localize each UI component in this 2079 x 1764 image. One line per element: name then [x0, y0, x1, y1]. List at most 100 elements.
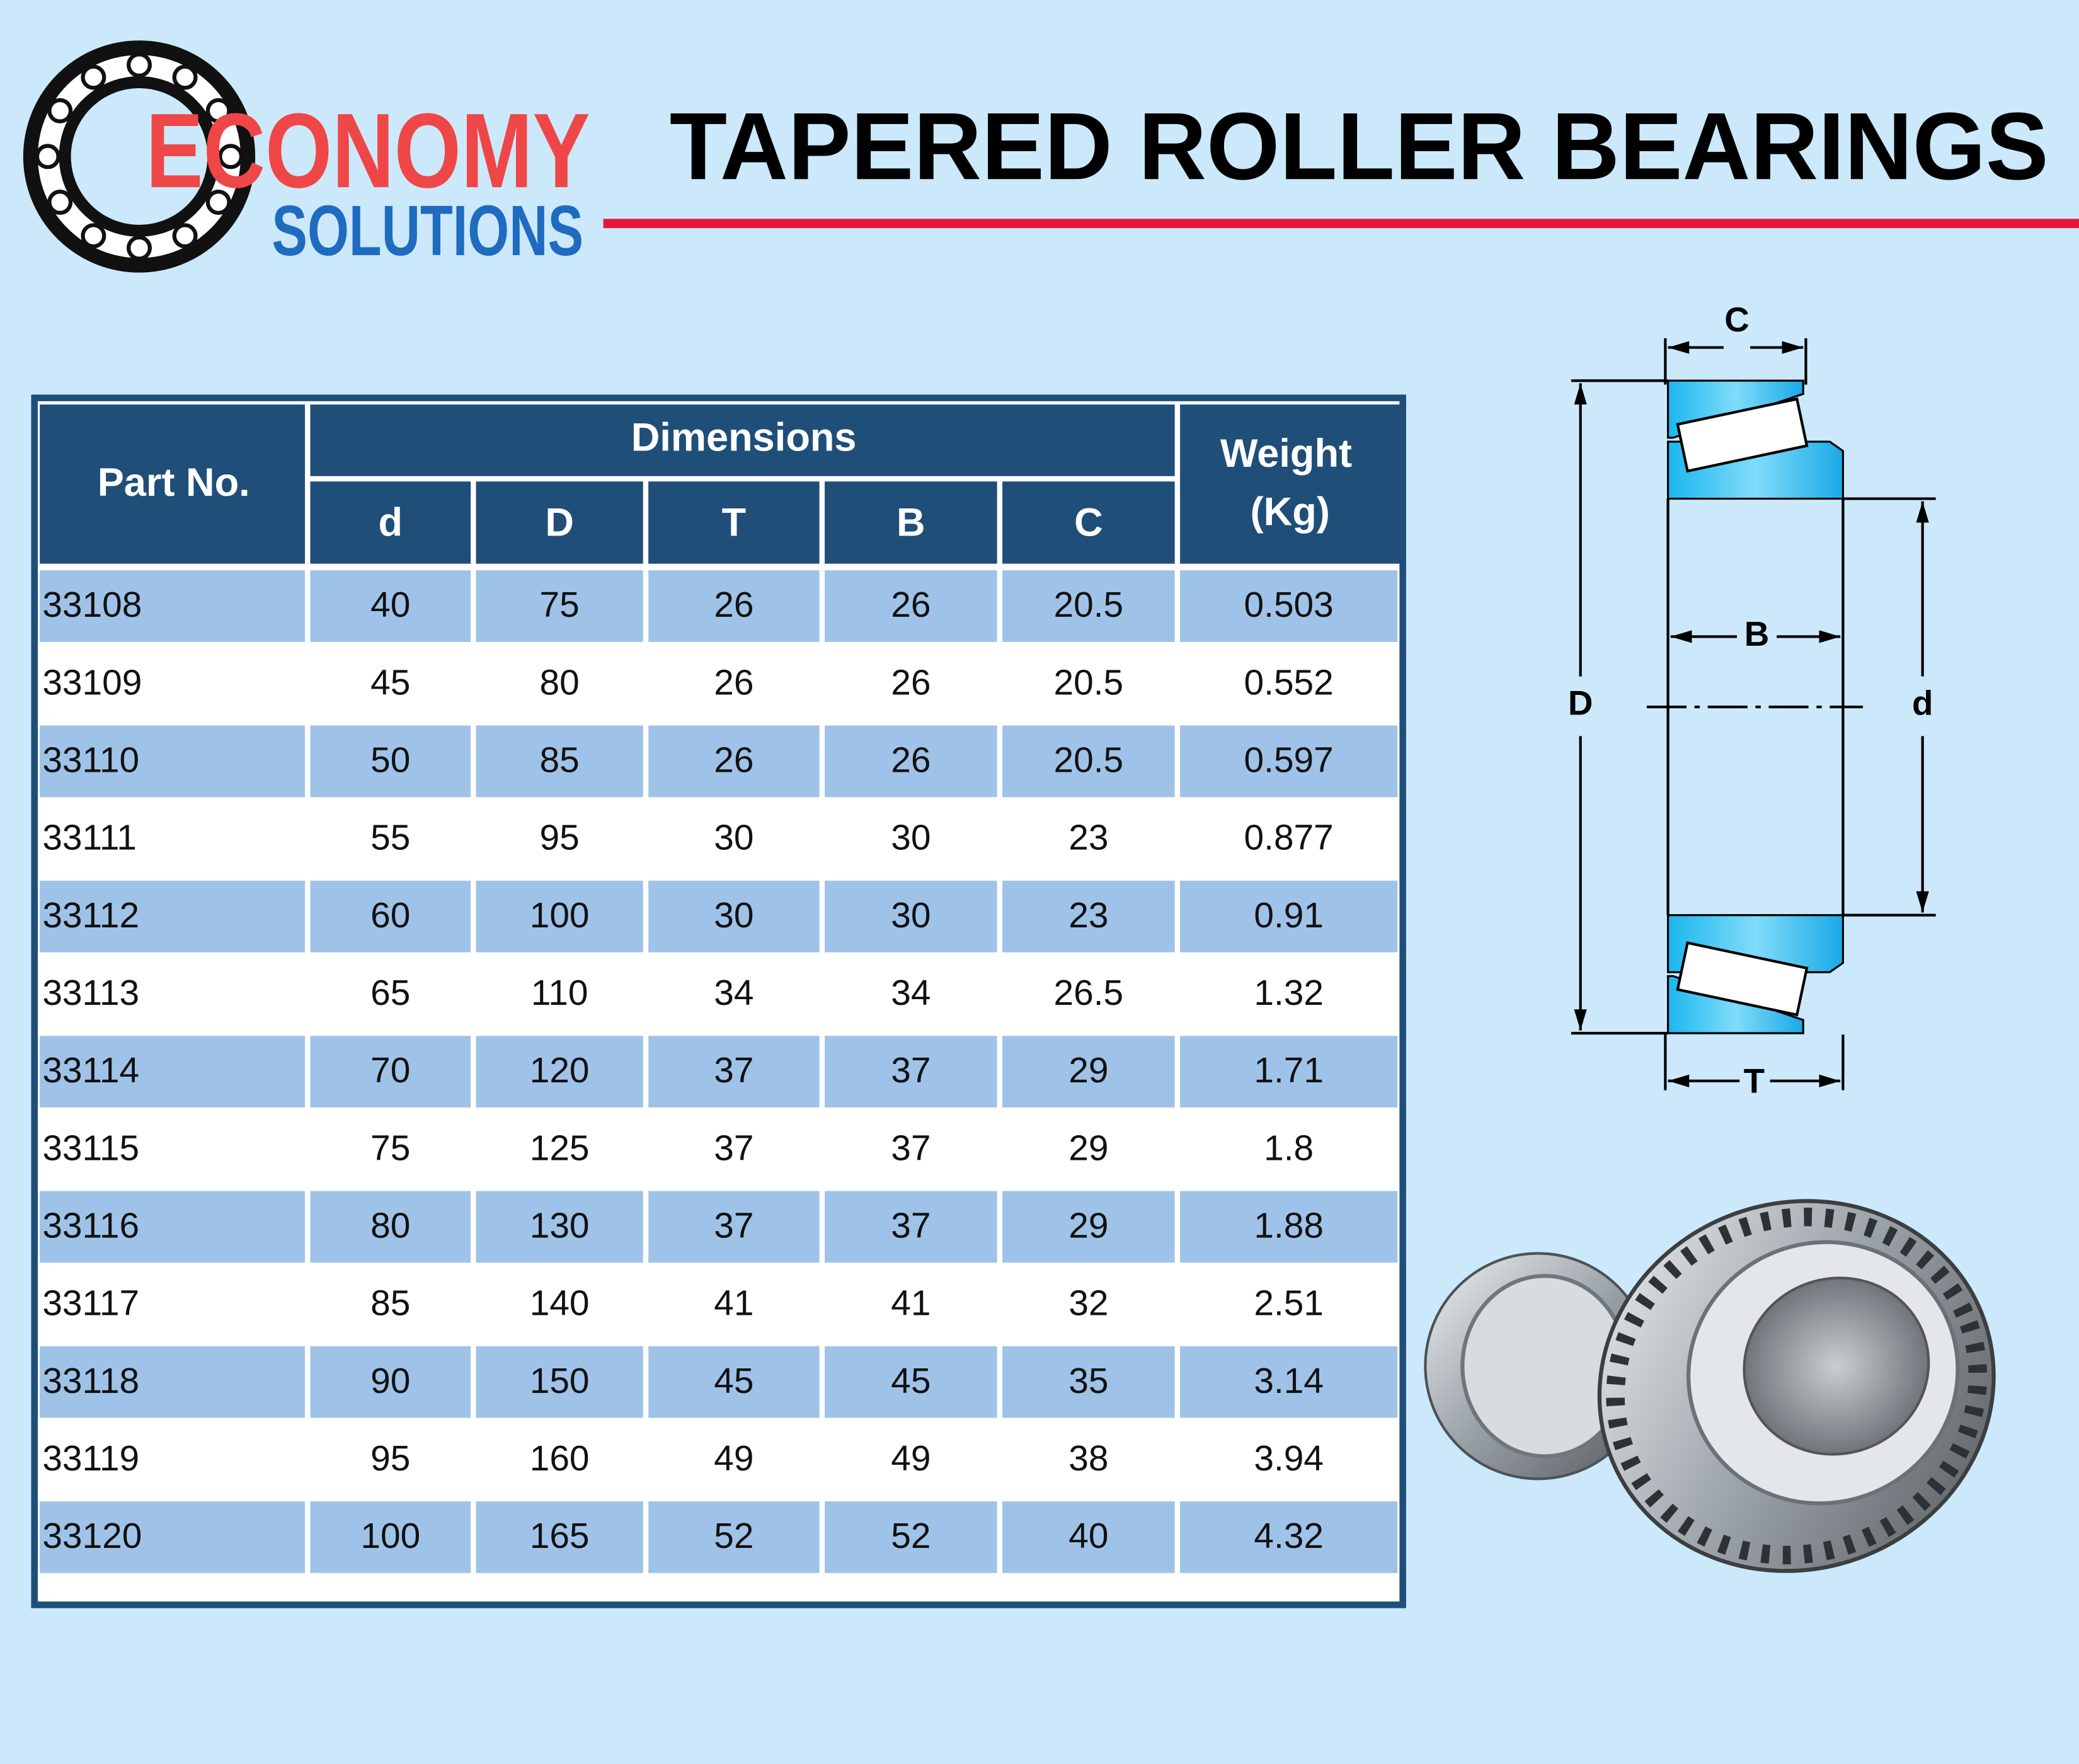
- cell-value: 26: [714, 663, 753, 702]
- table-cell: [476, 1268, 643, 1341]
- table-cell: [476, 1346, 643, 1418]
- table-cell: [1002, 1268, 1175, 1341]
- part-number: 33113: [42, 973, 139, 1013]
- cell-value: 160: [530, 1439, 590, 1479]
- table-cell: [1002, 1191, 1175, 1263]
- cell-value: 60: [370, 896, 410, 936]
- cell-value: 29: [1068, 1206, 1108, 1246]
- title-rule: [603, 219, 2079, 229]
- part-number: 33110: [42, 741, 139, 781]
- cell-value: 34: [714, 973, 753, 1013]
- cell-value: 52: [891, 1516, 931, 1556]
- table-cell: [648, 1424, 820, 1496]
- cell-value: 26.5: [1054, 973, 1124, 1013]
- cell-value: 30: [891, 818, 931, 858]
- logo-ball: [81, 223, 106, 249]
- table-cell: [310, 1501, 471, 1573]
- table-cell: [476, 1501, 643, 1573]
- table-cell: [648, 1036, 820, 1108]
- cell-value: 41: [714, 1284, 753, 1324]
- cell-value: 23: [1068, 818, 1108, 858]
- table-cell: [648, 725, 820, 798]
- table-cell: [1002, 1113, 1175, 1186]
- table-cell: [310, 1268, 471, 1341]
- table-cell: [1002, 1424, 1175, 1496]
- cell-value: 29: [1068, 1051, 1108, 1091]
- table-cell: [40, 648, 306, 720]
- table-cell: [825, 1501, 997, 1573]
- cell-value: 1.32: [1254, 973, 1324, 1013]
- cell-value: 100: [360, 1516, 420, 1556]
- table-cell: [310, 648, 471, 720]
- cell-value: 26: [714, 741, 753, 781]
- part-number: 33119: [42, 1439, 139, 1479]
- cell-value: 32: [1068, 1284, 1108, 1324]
- part-number: 33120: [42, 1516, 142, 1556]
- cell-value: 80: [540, 663, 580, 702]
- cell-value: 23: [1068, 896, 1108, 936]
- column-header: d: [379, 500, 403, 544]
- table-cell: [825, 725, 997, 798]
- cell-value: 35: [1068, 1361, 1108, 1401]
- logo-ball: [172, 64, 198, 90]
- table-cell: [310, 958, 471, 1030]
- cell-value: 0.503: [1244, 585, 1334, 625]
- table-header-bg: [40, 404, 1400, 564]
- part-number: 33112: [42, 896, 139, 936]
- table-cell: [1180, 1036, 1398, 1108]
- table-cell: [1002, 1346, 1175, 1418]
- cell-value: 95: [370, 1439, 410, 1479]
- table-cell: [476, 648, 643, 720]
- logo-inner-ring: [59, 76, 220, 237]
- table-cell: [40, 725, 306, 798]
- cell-value: 165: [530, 1516, 590, 1556]
- cell-value: 0.91: [1254, 896, 1324, 936]
- table-cell: [1180, 1268, 1398, 1341]
- cell-value: 20.5: [1054, 663, 1124, 702]
- cell-value: 40: [1068, 1516, 1108, 1556]
- table-cell: [1180, 880, 1398, 953]
- table-cell: [648, 1113, 820, 1186]
- table-cell: [310, 1346, 471, 1418]
- cell-value: 150: [530, 1361, 590, 1401]
- table-cell: [648, 1346, 820, 1418]
- part-number: 33109: [42, 663, 142, 702]
- roller-cage: [1606, 1207, 1988, 1565]
- cell-value: 80: [370, 1206, 410, 1246]
- page-title: TAPERED ROLLER BEARINGS: [670, 93, 2049, 200]
- cell-value: 50: [370, 741, 410, 781]
- part-number: 33114: [42, 1051, 139, 1091]
- table-cell: [310, 1424, 471, 1496]
- part-number: 33111: [42, 818, 137, 858]
- table-cell: [825, 1268, 997, 1341]
- header-weight-unit: (Kg): [1251, 490, 1330, 534]
- cell-value: 37: [714, 1128, 753, 1168]
- cell-value: 29: [1068, 1128, 1108, 1168]
- cell-value: 3.14: [1254, 1361, 1324, 1401]
- cell-value: 125: [530, 1128, 590, 1168]
- table-cell: [476, 880, 643, 953]
- table-cell: [825, 803, 997, 875]
- column-header: B: [896, 500, 925, 544]
- table-cell: [648, 880, 820, 953]
- cell-value: 45: [714, 1361, 753, 1401]
- label-T: T: [1744, 1061, 1765, 1100]
- table-cell: [1180, 1346, 1398, 1418]
- table-cell: [40, 1191, 306, 1263]
- cell-value: 0.597: [1244, 741, 1334, 781]
- cell-value: 90: [370, 1361, 410, 1401]
- logo-ball: [126, 235, 152, 261]
- table-cell: [1180, 725, 1398, 798]
- logo-ball: [47, 98, 73, 123]
- part-number: 33118: [42, 1361, 139, 1401]
- logo-ball: [172, 223, 198, 249]
- table-cell: [476, 570, 643, 642]
- cell-value: 70: [370, 1051, 410, 1091]
- cell-value: 2.51: [1254, 1284, 1324, 1324]
- table-cell: [825, 648, 997, 720]
- table-cell: [476, 1113, 643, 1186]
- cell-value: 120: [530, 1051, 590, 1091]
- table-cell: [40, 1424, 306, 1496]
- table-cell: [310, 725, 471, 798]
